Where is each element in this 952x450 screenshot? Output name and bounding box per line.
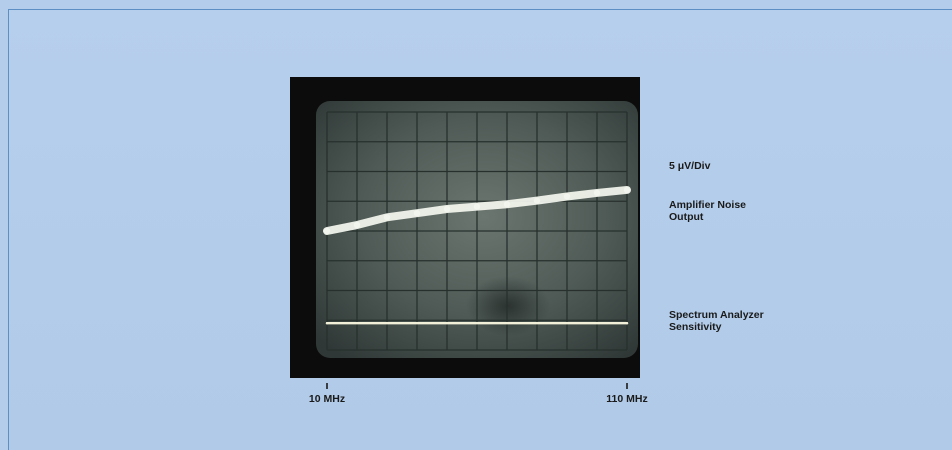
sensitivity-point [625,322,629,325]
graticule [326,111,628,351]
amplifier-noise-point [443,205,451,213]
series-label-amplifier-noise: Amplifier Noise Output [669,199,746,223]
x-tick-label-end: 110 MHz [606,393,647,405]
y-scale-label: 5 μV/Div [669,160,711,172]
series-layer [323,185,631,325]
sensitivity-point [325,322,329,325]
amplifier-noise-point [473,203,481,210]
amplifier-noise-point [563,193,571,200]
x-tick-label-start: 10 MHz [309,393,345,405]
amplifier-noise-point [383,214,391,221]
oscilloscope-chart: 10 MHz 110 MHz [290,77,648,405]
amplifier-noise-point [503,201,511,208]
amplifier-noise-point [533,197,541,204]
amplifier-noise-point [353,221,361,229]
series-label-spectrum-analyzer: Spectrum Analyzer Sensitivity [669,309,764,333]
amplifier-noise-point [323,227,331,235]
amplifier-noise-point [623,186,631,194]
x-axis-ticks [326,383,628,389]
series-label-line: Sensitivity [669,321,722,333]
amplifier-noise-point [413,209,421,217]
series-label-line: Output [669,211,704,223]
amplifier-noise-point [593,189,601,197]
series-label-line: Spectrum Analyzer [669,309,764,321]
series-label-line: Amplifier Noise [669,199,747,211]
